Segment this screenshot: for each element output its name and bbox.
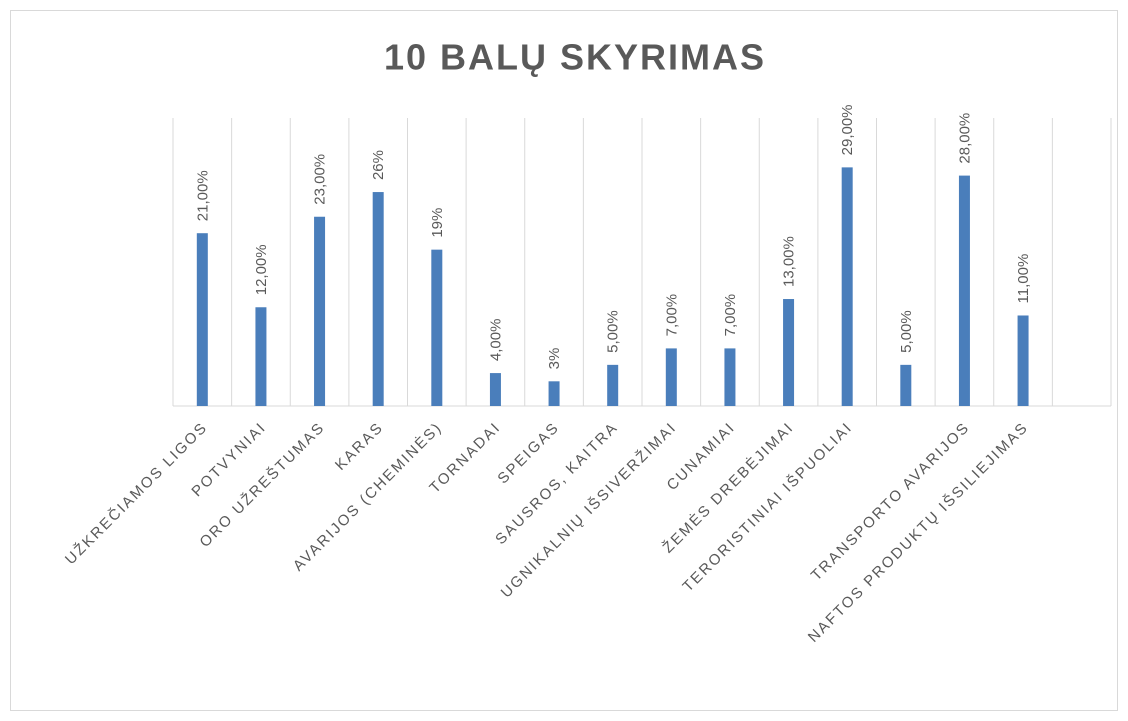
data-label: 4,00% <box>487 319 504 362</box>
bar <box>724 348 736 406</box>
data-label: 29,00% <box>839 104 856 155</box>
bar <box>314 216 326 406</box>
bar <box>489 373 501 406</box>
bar <box>548 381 560 406</box>
bar <box>607 364 619 406</box>
data-label: 21,00% <box>194 170 211 221</box>
data-label: 5,00% <box>898 310 915 353</box>
bar <box>255 307 267 406</box>
data-label: 11,00% <box>1015 254 1032 304</box>
data-label: 13,00% <box>781 236 798 287</box>
chart-title: 10 BALŲ SKYRIMAS <box>384 37 766 78</box>
bar <box>665 348 677 406</box>
data-label: 19% <box>429 208 446 238</box>
bar <box>841 167 853 406</box>
bar <box>431 249 443 406</box>
bar <box>900 364 912 406</box>
bar <box>783 299 795 406</box>
bar <box>958 175 970 406</box>
bar <box>372 192 384 406</box>
data-label: 3% <box>546 348 563 370</box>
bar <box>1017 315 1029 406</box>
chart-border <box>10 10 1118 711</box>
bar <box>196 233 208 406</box>
data-label: 5,00% <box>605 310 622 353</box>
data-label: 7,00% <box>663 294 680 337</box>
data-label: 12,00% <box>253 244 270 295</box>
data-label: 23,00% <box>312 154 329 205</box>
data-label: 26% <box>370 150 387 180</box>
data-label: 28,00% <box>956 113 973 164</box>
data-label: 7,00% <box>722 294 739 337</box>
